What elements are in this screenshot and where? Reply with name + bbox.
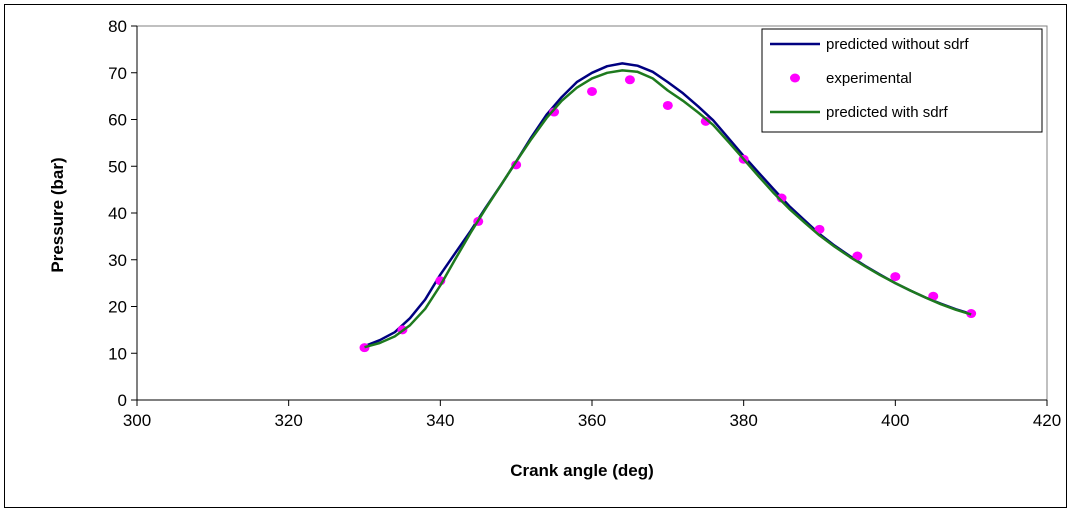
y-tick-label: 60 — [108, 111, 127, 130]
y-tick-label: 80 — [108, 17, 127, 36]
x-tick-label: 360 — [578, 411, 606, 430]
series-2 — [364, 69, 972, 349]
y-tick-label: 40 — [108, 204, 127, 223]
data-point — [359, 343, 370, 353]
legend: predicted without sdrf experimental predic… — [761, 28, 1043, 133]
y-tick-label: 70 — [108, 64, 127, 83]
y-tick-label: 10 — [108, 344, 127, 363]
data-point — [890, 272, 901, 282]
x-tick-label: 300 — [123, 411, 151, 430]
x-axis-title: Crank angle (deg) — [510, 461, 654, 480]
data-point — [700, 116, 711, 126]
data-point — [624, 75, 635, 85]
x-tick-label: 340 — [426, 411, 454, 430]
x-tick-label: 380 — [729, 411, 757, 430]
legend-label: experimental — [826, 70, 912, 87]
y-tick-label: 20 — [108, 298, 127, 317]
legend-swatch — [790, 73, 800, 83]
y-tick-label: 30 — [108, 251, 127, 270]
legend-label: predicted with sdrf — [826, 104, 949, 121]
legend-label: predicted without sdrf — [826, 36, 969, 53]
series-line — [364, 69, 972, 349]
y-tick-label: 50 — [108, 157, 127, 176]
data-point — [549, 107, 560, 117]
legend-item: predicted with sdrf — [770, 104, 949, 121]
axes: 0 10 20 30 40 50 60 70 80 300 320 340 360 380 400 420 — [108, 17, 1061, 430]
x-tick-label: 420 — [1033, 411, 1061, 430]
x-tick-label: 320 — [274, 411, 302, 430]
data-point — [587, 86, 597, 96]
legend-box — [761, 28, 1043, 133]
data-point — [852, 251, 863, 261]
x-tick-label: 400 — [881, 411, 909, 430]
data-point — [662, 100, 673, 110]
series-layer — [359, 62, 977, 353]
y-axis-title: Pressure (bar) — [48, 157, 67, 272]
legend-item: experimental — [790, 70, 912, 87]
y-tick-label: 0 — [118, 391, 127, 410]
legend-item: predicted without sdrf — [770, 36, 969, 53]
